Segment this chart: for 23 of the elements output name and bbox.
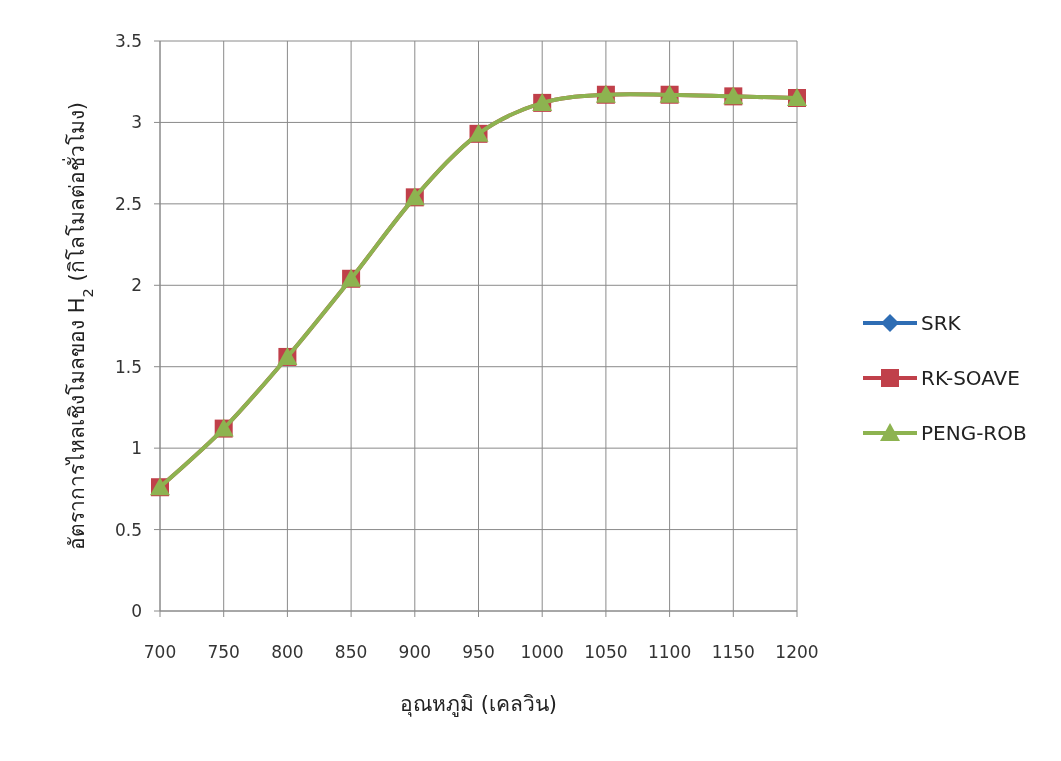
x-tick-label: 700 (143, 642, 177, 662)
y-tick-label: 0.5 (114, 519, 142, 540)
y-tick-label: 1 (131, 438, 142, 459)
x-tick-label: 1150 (711, 642, 755, 662)
legend-label: RK-SOAVE (921, 366, 1020, 390)
y-tick-label: 0 (131, 601, 142, 621)
x-tick-label: 900 (398, 642, 432, 662)
x-axis-title: อุณหภูมิ (เคลวิน) (399, 692, 558, 717)
x-tick-label: 1200 (775, 642, 819, 662)
x-tick-label: 950 (462, 642, 495, 662)
x-tick-label: 1050 (584, 642, 628, 662)
x-tick-label: 750 (207, 642, 240, 662)
x-tick-label: 800 (271, 642, 304, 662)
x-tick-label: 850 (334, 642, 368, 662)
y-tick-label: 2 (131, 275, 142, 296)
legend-label: PENG-ROB (921, 421, 1027, 445)
y-tick-label: 3.5 (114, 31, 142, 51)
y-tick-label: 1.5 (114, 356, 142, 377)
x-tick-label: 1100 (647, 642, 692, 662)
y-tick-label: 3 (131, 112, 142, 133)
x-tick-label: 1000 (520, 642, 564, 662)
legend-label: SRK (921, 311, 962, 335)
y-tick-label: 2.5 (114, 193, 142, 214)
